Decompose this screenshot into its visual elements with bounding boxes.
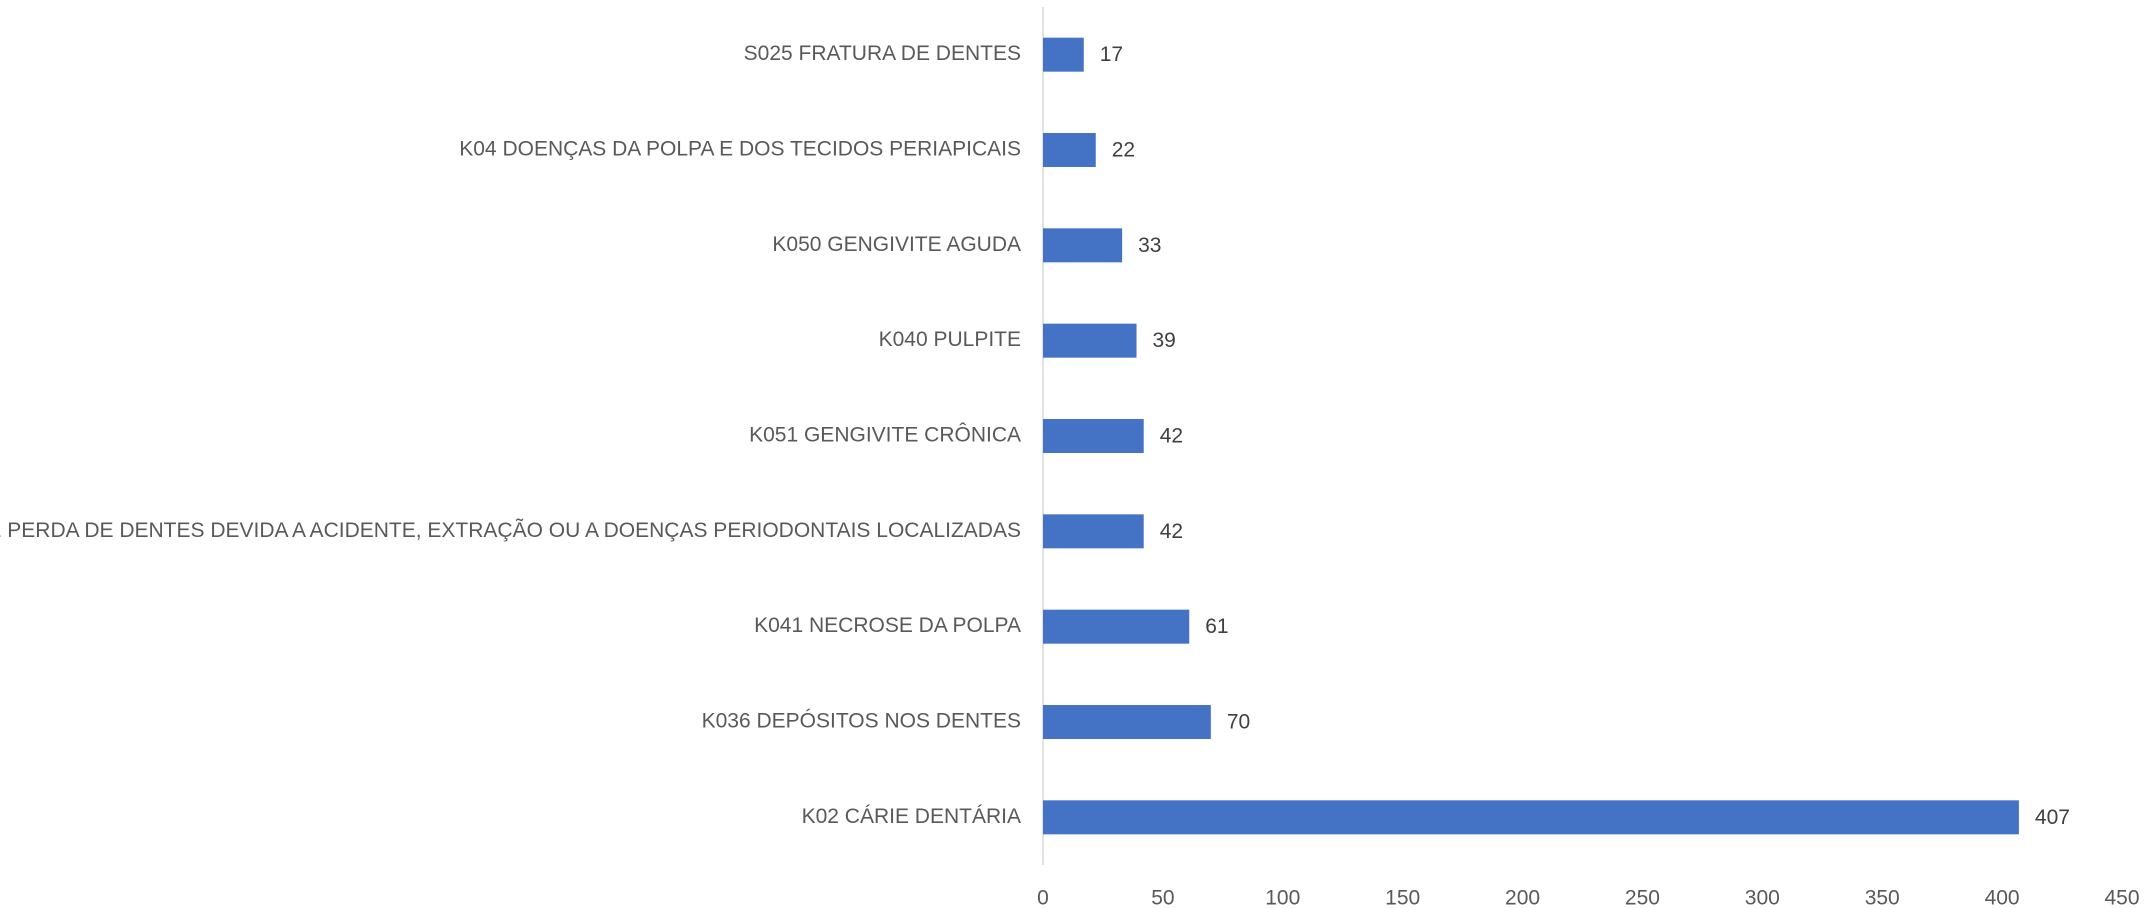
x-tick-label: 350	[1865, 887, 1900, 908]
value-label: 22	[1112, 139, 1135, 162]
x-tick-label: 300	[1745, 887, 1780, 908]
x-tick-label: 200	[1505, 887, 1540, 908]
bar	[1043, 705, 1211, 739]
y-tick-label: S025 FRATURA DE DENTES	[744, 42, 1021, 65]
value-label: 39	[1153, 329, 1176, 352]
y-tick-label: K041 NECROSE DA POLPA	[754, 614, 1021, 637]
x-tick-label: 50	[1151, 887, 1174, 908]
y-tick-label: K050 GENGIVITE AGUDA	[772, 233, 1021, 256]
value-label: 17	[1100, 43, 1123, 66]
value-label: 42	[1160, 425, 1183, 448]
value-label: 61	[1205, 615, 1228, 638]
y-tick-label: K04 DOENÇAS DA POLPA E DOS TECIDOS PERIA…	[459, 138, 1021, 161]
bar	[1043, 37, 1084, 72]
x-tick-label: 250	[1625, 887, 1660, 908]
x-tick-label: 100	[1265, 887, 1300, 908]
x-tick-label: 400	[1985, 887, 2020, 908]
bar	[1043, 323, 1137, 358]
y-tick-label: K02 CÁRIE DENTÁRIA	[802, 805, 1021, 828]
bar	[1043, 609, 1190, 644]
bar	[1043, 800, 2019, 835]
y-tick-label: K040 PULPITE	[879, 328, 1021, 351]
x-tick-label: 0	[1037, 887, 1049, 908]
value-label: 407	[2035, 806, 2070, 829]
bar	[1043, 419, 1144, 453]
x-tick-label: 450	[2104, 887, 2139, 908]
value-label: 33	[1138, 234, 1161, 257]
x-tick-label: 150	[1385, 887, 1420, 908]
bar	[1043, 133, 1096, 167]
bar	[1043, 514, 1144, 549]
value-label: 70	[1227, 711, 1250, 734]
bar	[1043, 228, 1123, 263]
y-tick-label: K036 DEPÓSITOS NOS DENTES	[702, 710, 1021, 733]
value-label: 42	[1160, 520, 1183, 543]
y-tick-label: K051 GENGIVITE CRÔNICA	[749, 424, 1021, 447]
y-tick-label: K081 PERDA DE DENTES DEVIDA A ACIDENTE, …	[0, 518, 1021, 542]
